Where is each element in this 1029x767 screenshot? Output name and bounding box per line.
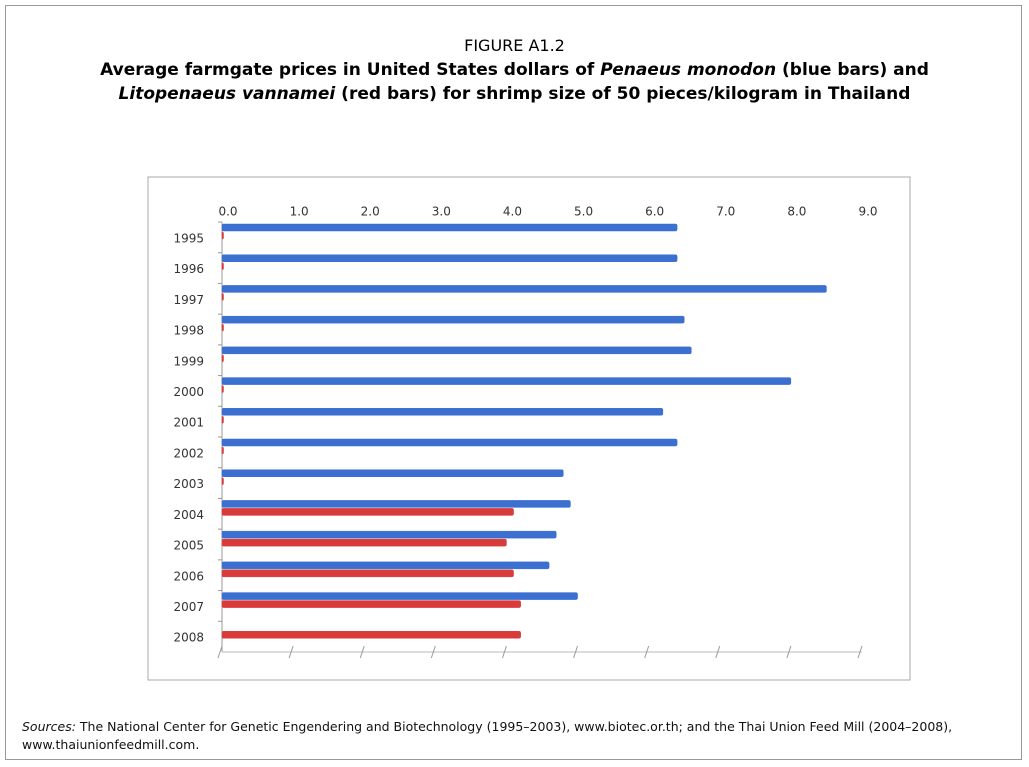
bar xyxy=(221,231,224,240)
y-tick-label: 1996 xyxy=(173,262,204,276)
x-tick-label: 0.0 xyxy=(218,205,237,219)
bar xyxy=(221,385,224,393)
title-line: Litopenaeus vannamei (red bars) for shri… xyxy=(0,84,1029,104)
title-line: Average farmgate prices in United States… xyxy=(0,60,1029,80)
bar xyxy=(221,538,507,547)
bar xyxy=(221,254,678,262)
y-tick-label: 2005 xyxy=(173,539,204,553)
y-tick-label: 1998 xyxy=(173,324,204,338)
source-note: Sources: The National Center for Genetic… xyxy=(22,718,1012,754)
bar xyxy=(221,569,514,578)
frame xyxy=(5,5,1022,760)
bar xyxy=(221,262,224,270)
bar xyxy=(221,438,678,447)
x-tick xyxy=(501,645,507,659)
x-tick xyxy=(573,645,579,659)
x-tick-label: 1.0 xyxy=(290,205,309,219)
title-run: Litopenaeus vannamei xyxy=(118,84,336,104)
x-tick xyxy=(857,645,863,659)
x-tick xyxy=(715,645,721,659)
x-tick xyxy=(786,645,792,659)
x-tick xyxy=(359,645,365,659)
title-run: (blue bars) and xyxy=(776,60,929,80)
y-tick-label: 2001 xyxy=(173,416,204,430)
bar xyxy=(221,500,571,508)
y-tick-label: 2004 xyxy=(173,508,204,522)
bar xyxy=(221,416,224,424)
y-tick-label: 2003 xyxy=(173,477,204,491)
y-tick-label: 2000 xyxy=(173,385,204,399)
bar xyxy=(221,346,692,355)
figure-label: FIGURE A1.2 xyxy=(464,36,565,55)
x-tick xyxy=(217,645,223,659)
x-tick-label: 3.0 xyxy=(432,205,451,219)
x-tick-label: 4.0 xyxy=(503,205,522,219)
bar xyxy=(221,293,224,301)
title-run: (red bars) for shrimp size of 50 pieces/… xyxy=(335,84,911,104)
bar xyxy=(221,315,685,324)
bar xyxy=(221,354,224,363)
x-tick-label: 7.0 xyxy=(716,205,735,219)
bar xyxy=(221,446,224,455)
y-tick-label: 1999 xyxy=(173,354,204,368)
bar xyxy=(221,285,827,293)
x-tick xyxy=(288,645,294,659)
title-run: Average farmgate prices in United States… xyxy=(100,60,601,80)
y-tick-label: 2007 xyxy=(173,600,204,614)
y-tick-label: 2002 xyxy=(173,446,204,460)
bar xyxy=(221,561,550,570)
x-tick-label: 6.0 xyxy=(645,205,664,219)
x-tick-label: 9.0 xyxy=(858,205,877,219)
bar xyxy=(221,530,557,539)
bar xyxy=(221,592,578,600)
bar xyxy=(221,508,514,516)
y-tick-label: 1995 xyxy=(173,231,204,245)
y-tick-label: 1997 xyxy=(173,293,204,307)
x-tick-label: 2.0 xyxy=(361,205,380,219)
title-run: Penaeus monodon xyxy=(600,60,777,80)
bar xyxy=(221,477,224,485)
bar xyxy=(221,408,664,416)
x-tick xyxy=(644,645,650,659)
bar xyxy=(221,323,224,332)
bar xyxy=(221,469,564,477)
bar xyxy=(221,377,792,385)
x-tick xyxy=(430,645,436,659)
x-tick-label: 5.0 xyxy=(574,205,593,219)
bar xyxy=(221,223,678,232)
y-tick-label: 2006 xyxy=(173,569,204,583)
bar xyxy=(221,631,521,639)
bar xyxy=(221,600,521,608)
source-text: The National Center for Genetic Engender… xyxy=(22,719,953,752)
y-tick-label: 2008 xyxy=(173,631,204,645)
x-tick-label: 8.0 xyxy=(787,205,806,219)
source-label: Sources: xyxy=(22,719,76,734)
